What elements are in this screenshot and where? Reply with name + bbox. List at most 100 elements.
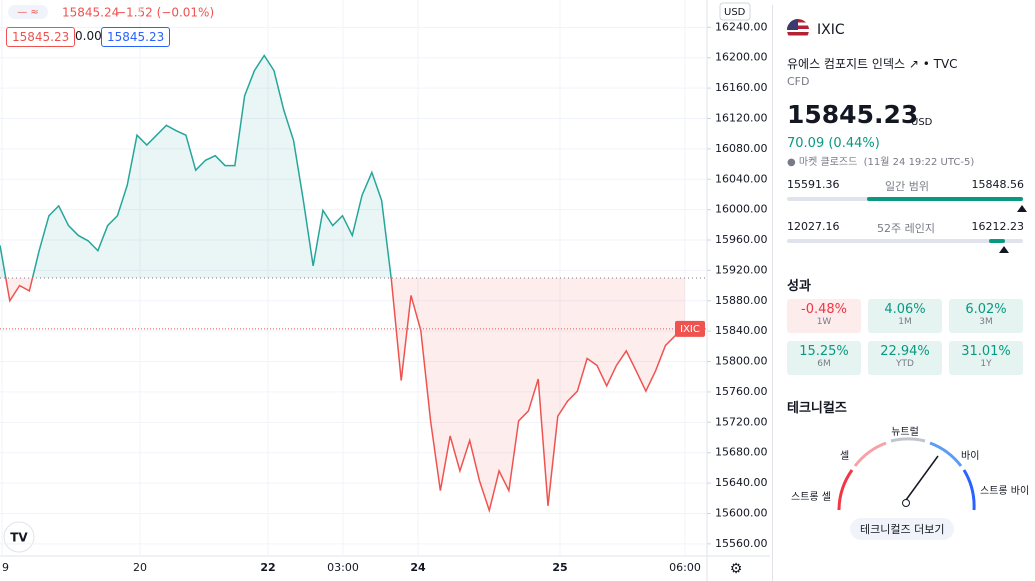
source: TVC (933, 57, 958, 71)
last-label-bg (675, 320, 705, 337)
year-low: 12027.16 (787, 220, 840, 233)
gauge-pivot (902, 499, 910, 507)
name: 유에스 컴포지트 인덱스 (787, 57, 906, 71)
year-marker (999, 246, 1009, 253)
y-tick-label: 15600.00 (715, 506, 768, 519)
year-track (787, 239, 1023, 243)
performance-cell: 6.02% 3M (949, 299, 1023, 333)
gauge-label: 스트롱 셀 (791, 491, 831, 503)
gauge-label: 셀 (840, 450, 849, 462)
symbol: IXIC (817, 22, 845, 38)
y-tick-label: 15560.00 (715, 537, 768, 550)
x-tick-label: 24 (410, 561, 426, 574)
gauge-strong-buy (962, 469, 976, 511)
chart: USD TV ⚙ — ≈ 15845.24 −1.52 (−0.01%) 155… (0, 0, 770, 581)
change: 70.09 (0.44%) (787, 136, 880, 151)
y-tick-label: 16240.00 (715, 20, 768, 33)
performance-value: 4.06% (884, 302, 926, 317)
gauge-needle (905, 455, 939, 501)
y-tick-label: 15960.00 (715, 233, 768, 246)
x-tick-label: 06:00 (669, 561, 701, 574)
time: (11월 24 19:22 UTC-5) (863, 157, 975, 168)
chart-bg (0, 0, 770, 581)
x-tick-label: 25 (552, 561, 567, 574)
y-tick-label: 15640.00 (715, 476, 768, 489)
flag (787, 19, 809, 41)
performance-period: 6M (817, 359, 831, 369)
status-line: ● 마켓 클로즈드 (11월 24 19:22 UTC-5) (787, 157, 975, 168)
area-up (0, 55, 685, 278)
performance-cell: -0.48% 1W (787, 299, 861, 333)
legend-toggle[interactable] (8, 5, 48, 19)
ask-box: 15845.23 (101, 27, 171, 47)
technicals-title: 테크니컬즈 (787, 401, 847, 416)
spread-box: 0.00 (75, 29, 102, 43)
performance-cell: 22.94% YTD (868, 341, 942, 375)
performance-value: 22.94% (880, 344, 930, 359)
gauge: 셀 뉴트럴 바이 스트롱 셀 스트롱 바이 (791, 425, 1029, 511)
y-tick-label: 16040.00 (715, 172, 768, 185)
currency: USD (911, 117, 933, 128)
performance-cell: 31.01% 1Y (949, 341, 1023, 375)
price-line-down (5, 278, 686, 514)
y-tick-label: 16120.00 (715, 111, 768, 124)
y-tick-label: 15840.00 (715, 324, 768, 337)
performance-period: 1W (816, 317, 832, 327)
y-tick-label: 16000.00 (715, 203, 768, 216)
y-tick-label: 15800.00 (715, 355, 768, 368)
x-tick-label: 22 (260, 561, 275, 574)
performance-value: -0.48% (801, 302, 847, 317)
gauge-buy (929, 441, 963, 467)
performance-value: 15.25% (799, 344, 849, 359)
gauge-neutral (890, 437, 926, 443)
performance-cell: 4.06% 1M (868, 299, 942, 333)
year-label: 52주 레인지 (877, 222, 935, 235)
x-tick-label: 03:00 (327, 561, 359, 574)
performance-period: 1M (898, 317, 912, 327)
x-tick-label: 20 (133, 561, 147, 574)
currency-button[interactable] (719, 2, 751, 21)
legend-icon: — ≈ (17, 7, 39, 18)
performance-value: 31.01% (961, 344, 1011, 359)
gauge-label: 뉴트럴 (891, 425, 919, 438)
symbol-name: 유에스 컴포지트 인덱스 ↗ • TVC (787, 57, 958, 71)
performance-cell: 15.25% 6M (787, 341, 861, 375)
price: 15845.23 (787, 100, 919, 129)
kind: CFD (787, 75, 810, 88)
logo: TV (3, 521, 35, 553)
gauge-label: 스트롱 바이 (980, 485, 1029, 497)
y-tick-label: 16080.00 (715, 142, 768, 155)
y-tick-label: 15720.00 (715, 415, 768, 428)
x-tick-label: 9 (2, 561, 9, 574)
settings-icon[interactable]: ⚙ (730, 561, 743, 577)
bid-box: 15845.23 (6, 27, 76, 47)
performance-period: 3M (979, 317, 993, 327)
symbol-panel: IXIC 유에스 컴포지트 인덱스 ↗ • TVC CFD 15845.23 U… (772, 5, 1035, 581)
year-high: 16212.23 (971, 220, 1025, 233)
gauge-label: 바이 (961, 450, 979, 462)
status: 마켓 클로즈드 (798, 157, 858, 168)
legend-price: 15845.24 (62, 6, 119, 20)
day-low: 15591.36 (787, 178, 840, 191)
gauge-sell (853, 441, 887, 467)
svg-text:TV: TV (10, 531, 28, 545)
y-tick-label: 15880.00 (715, 294, 768, 307)
y-tick-label: 15920.00 (715, 263, 768, 276)
performance-value: 6.02% (965, 302, 1007, 317)
day-high: 15848.56 (971, 178, 1025, 191)
performance-period: 1Y (980, 359, 992, 369)
y-tick-label: 16200.00 (715, 51, 768, 64)
gauge-strong-sell (837, 469, 854, 511)
currency: USD (724, 7, 746, 18)
y-tick-label: 16160.00 (715, 81, 768, 94)
day-track (787, 197, 1023, 201)
last-label: IXIC (680, 324, 700, 335)
price-line-up (0, 54, 392, 278)
performance-period: YTD (896, 359, 914, 369)
y-tick-label: 15760.00 (715, 385, 768, 398)
day-label: 일간 범위 (885, 180, 929, 193)
y-tick-label: 15680.00 (715, 446, 768, 459)
legend-change: −1.52 (−0.01%) (116, 6, 214, 20)
more-button[interactable]: 테크니컬즈 더보기 (850, 518, 955, 540)
